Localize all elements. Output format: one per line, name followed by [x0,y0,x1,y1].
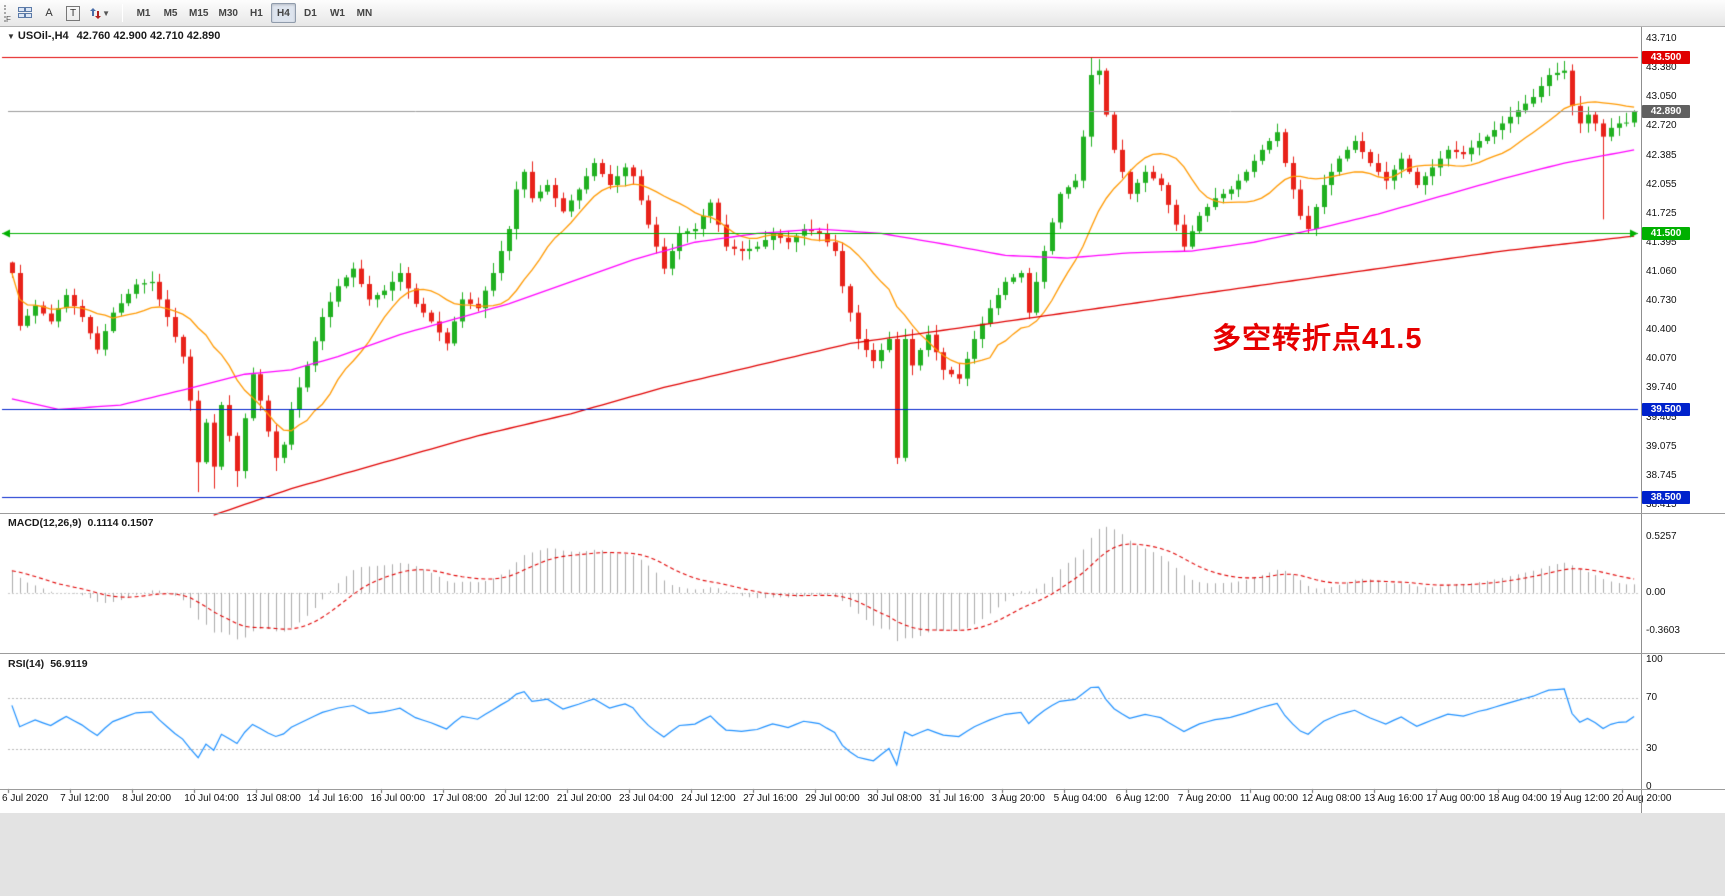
time-label: 24 Jul 12:00 [681,793,736,804]
arrows-icon [90,7,102,19]
time-label: 11 Aug 00:00 [1239,793,1299,804]
price-badge: 38.500 [1642,490,1690,504]
toolbar-grip[interactable] [4,4,9,22]
time-label: 20 Jul 12:00 [494,793,550,804]
tile-windows-icon [18,7,32,18]
panel-separator[interactable] [0,653,1725,654]
time-label: 19 Aug 12:00 [1550,793,1610,804]
price-tick: 40.400 [1646,324,1677,336]
timeframe-button-m5[interactable]: M5 [163,7,178,19]
time-label: 21 Jul 20:00 [556,793,612,804]
time-label: 17 Aug 00:00 [1426,793,1486,804]
chevron-down-icon: ▼ [102,8,111,18]
time-label: 3 Aug 20:00 [991,793,1045,804]
price-tick: 42.055 [1646,178,1677,190]
timeframe-button-m30[interactable]: M30 [218,7,238,19]
timeframe-toolbar: M1 M5 M15 M30 H1 H4 D1 W1 MN [130,3,378,23]
time-label: 6 Jul 2020 [2,793,49,804]
ohlc-values: 42.760 42.900 42.710 42.890 [76,30,221,42]
timeframe-button-d1[interactable]: D1 [304,7,317,19]
time-label: 13 Aug 16:00 [1364,793,1424,804]
price-tick: 41.060 [1646,266,1677,278]
price-tick: 42.385 [1646,149,1677,161]
time-label: 5 Aug 04:00 [1053,793,1107,804]
chart-text-annotation[interactable]: 多空转折点41.5 [1212,323,1423,355]
price-badge: 42.890 [1642,104,1690,118]
time-label: 6 Aug 12:00 [1115,793,1170,804]
text-box-button[interactable]: T [62,3,84,23]
macd-axis-min: -0.3603 [1646,624,1680,636]
rsi-axis-30: 30 [1646,742,1658,754]
time-label: 18 Aug 04:00 [1488,793,1548,804]
price-tick: 42.720 [1646,120,1677,132]
panel-separator[interactable] [0,789,1725,790]
macd-name: MACD(12,26,9) [8,517,82,529]
scale-tool-button[interactable]: ▼ [86,3,114,23]
toolbar-separator [122,4,124,22]
time-label: 17 Jul 08:00 [432,793,488,804]
price-tick: 41.725 [1646,207,1677,219]
time-label: 31 Jul 16:00 [929,793,984,804]
time-label: 23 Jul 04:00 [618,793,674,804]
macd-values: 0.1114 0.1507 [87,517,154,529]
rsi-axis-100: 100 [1646,654,1663,665]
price-tick: 43.380 [1646,62,1677,73]
timeframe-button-h1[interactable]: H1 [250,7,263,19]
price-badge: 39.500 [1642,402,1690,416]
time-label: 14 Jul 16:00 [308,793,363,804]
price-tick: 41.395 [1646,236,1677,248]
f-label: F [6,15,11,24]
time-label: 10 Jul 04:00 [184,793,239,804]
rsi-axis-70: 70 [1646,692,1658,704]
price-badge: 43.500 [1642,50,1690,64]
text-box-label: T [66,5,81,21]
price-scale-separator[interactable] [1641,27,1642,813]
price-tick: 43.050 [1646,91,1677,103]
price-tick: 38.745 [1646,469,1677,481]
tile-windows-button[interactable] [14,3,36,23]
macd-axis-zero: 0.00 [1646,586,1666,598]
panel-separator[interactable] [0,513,1725,514]
time-label: 12 Aug 08:00 [1302,793,1361,804]
price-badge: 41.500 [1642,226,1690,240]
time-label: 13 Jul 08:00 [246,793,301,804]
time-label: 7 Jul 12:00 [60,793,110,804]
price-tick: 39.740 [1646,382,1677,394]
time-label: 30 Jul 08:00 [867,793,922,804]
text-annotation-button[interactable]: A [45,7,53,19]
rsi-name: RSI(14) [8,658,45,670]
price-tick: 39.405 [1646,411,1677,423]
price-chart-canvas[interactable] [0,27,1725,813]
rsi-label: RSI(14) 56.9119 [8,658,88,670]
time-label: 27 Jul 16:00 [743,793,798,804]
timeframe-button-m1[interactable]: M1 [136,7,151,19]
chart-title: ▼ USOil-,H4 42.760 42.900 42.710 42.890 [7,30,220,42]
price-tick: 43.710 [1646,32,1677,44]
timeframe-button-w1[interactable]: W1 [329,7,345,19]
macd-axis-max: 0.5257 [1646,531,1677,543]
window-background [0,813,1725,896]
collapse-arrow-icon[interactable]: ▼ [7,32,15,41]
chart-window: ▼ USOil-,H4 42.760 42.900 42.710 42.890 MA… [0,27,1725,813]
timeframe-button-m15[interactable]: M15 [189,7,209,19]
timeframe-button-h4[interactable]: H4 [270,3,296,23]
timeframe-button-mn[interactable]: MN [356,7,373,19]
time-label: 8 Jul 20:00 [122,793,172,804]
price-tick: 40.730 [1646,295,1677,307]
time-label: 7 Aug 20:00 [1177,793,1232,804]
macd-label: MACD(12,26,9) 0.1114 0.1507 [8,517,154,529]
time-label: 29 Jul 00:00 [805,793,860,804]
toolbar: F A T ▼ M1 M5 M15 M30 H1 H4 D1 W1 MN [0,0,1725,27]
symbol-label: USOil-,H4 [17,30,69,42]
price-tick: 38.415 [1646,498,1677,510]
price-tick: 40.070 [1646,353,1677,365]
rsi-axis-0: 0 [1646,781,1652,792]
rsi-value: 56.9119 [50,658,88,670]
time-label: 16 Jul 00:00 [370,793,426,804]
price-tick: 39.075 [1646,440,1677,452]
